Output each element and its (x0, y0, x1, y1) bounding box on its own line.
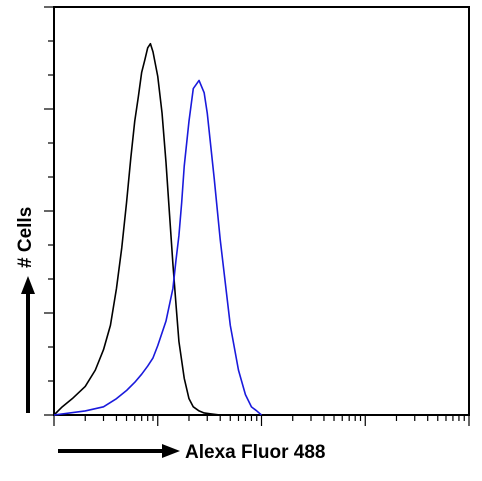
y-axis-title: # Cells (15, 207, 36, 413)
x-axis-arrowhead (162, 444, 180, 458)
histogram-series-2-line (53, 79, 263, 416)
y-axis-arrowhead (21, 276, 35, 294)
y-axis-ticks (44, 6, 54, 416)
histogram-series-1-line (53, 42, 221, 416)
y-axis-label: # Cells (15, 207, 36, 268)
x-axis-ticks (53, 415, 470, 426)
x-axis-title: Alexa Fluor 488 (58, 442, 325, 463)
plot-frame (53, 6, 470, 416)
x-axis-label: Alexa Fluor 488 (185, 442, 325, 463)
series-layer (53, 42, 263, 416)
